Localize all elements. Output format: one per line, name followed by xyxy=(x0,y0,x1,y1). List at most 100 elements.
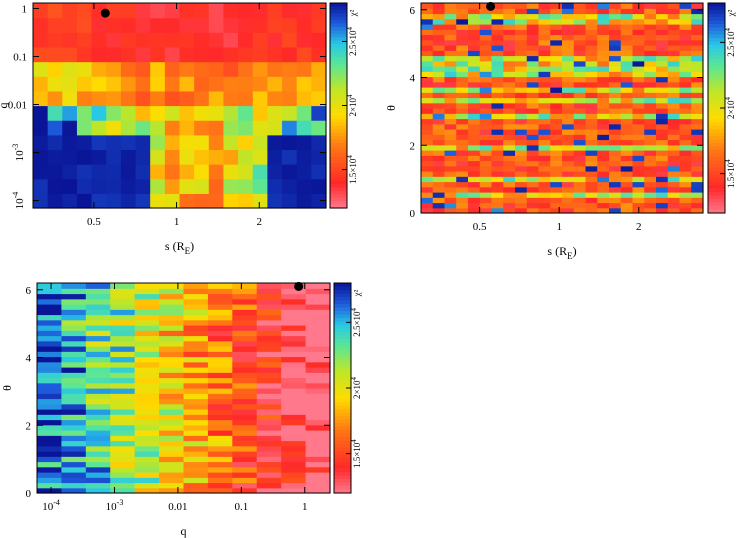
heatmap-cell xyxy=(456,207,469,214)
heatmap-cell xyxy=(207,304,233,310)
heatmap-cell xyxy=(632,81,645,88)
colorbar-segment xyxy=(708,181,725,186)
heatmap-cell xyxy=(37,288,63,295)
heatmap-cell xyxy=(550,102,563,109)
heatmap-cell xyxy=(37,372,63,379)
heatmap-cell xyxy=(207,456,233,463)
heatmap-cell xyxy=(33,46,49,63)
heatmap-cell xyxy=(432,50,446,57)
heatmap-cell xyxy=(282,164,298,180)
heatmap-cell xyxy=(656,202,669,209)
heatmap-cell xyxy=(305,477,331,484)
heatmap-cell xyxy=(62,3,78,19)
heatmap-cell xyxy=(305,456,331,463)
colorbar-segment xyxy=(330,50,347,55)
colorbar-segment xyxy=(330,88,347,93)
heatmap-cell xyxy=(252,105,268,121)
heatmap-cell xyxy=(691,186,704,193)
y-tick-label: 2 xyxy=(26,420,32,432)
colorbar-segment xyxy=(334,444,351,449)
heatmap-cell xyxy=(311,46,327,63)
heatmap-cell xyxy=(110,298,136,305)
heatmap-cell xyxy=(432,60,446,67)
heatmap-cell xyxy=(194,46,210,63)
heatmap-cell xyxy=(468,197,481,204)
heatmap-cell xyxy=(311,149,327,165)
heatmap-cell xyxy=(644,3,657,9)
heatmap-cell xyxy=(620,81,634,88)
heatmap-cell xyxy=(159,403,185,410)
heatmap-cell xyxy=(644,29,657,36)
heatmap-cell xyxy=(281,288,307,295)
heatmap-cell xyxy=(632,55,645,62)
x-tick-label: 2 xyxy=(257,216,263,228)
heatmap-cell xyxy=(479,113,493,120)
heatmap-cell xyxy=(609,113,622,120)
heatmap-cell xyxy=(134,325,160,331)
heatmap-cell xyxy=(134,398,160,405)
x-tick-label: 1 xyxy=(556,221,562,233)
heatmap-cell xyxy=(281,382,307,389)
heatmap-cell xyxy=(620,160,634,167)
heatmap-cell xyxy=(421,66,434,72)
heatmap-cell xyxy=(620,76,634,83)
heatmap-cell xyxy=(421,176,434,183)
heatmap-cell xyxy=(267,3,283,19)
heatmap-cell xyxy=(562,171,575,177)
heatmap-cell xyxy=(179,193,195,209)
heatmap-cell xyxy=(656,45,669,51)
colorbar-segment xyxy=(334,405,351,410)
heatmap-cell xyxy=(632,181,645,188)
heatmap-cell xyxy=(37,346,63,352)
heatmap-cell xyxy=(281,309,307,316)
heatmap-cell xyxy=(503,29,516,36)
heatmap-cell xyxy=(432,186,446,193)
x-tick-label: 0.1 xyxy=(234,501,248,513)
colorbar-title: χ² xyxy=(348,9,358,17)
heatmap-cell xyxy=(444,45,457,51)
heatmap-cell xyxy=(550,76,563,83)
heatmap-cell xyxy=(33,149,49,165)
heatmap-cell xyxy=(281,414,307,421)
heatmap-cell xyxy=(305,356,331,363)
heatmap-cell xyxy=(444,66,457,72)
heatmap-cell xyxy=(85,293,111,300)
heatmap-cell xyxy=(305,461,331,468)
heatmap-cell xyxy=(620,113,634,120)
heatmap-cell xyxy=(183,325,209,331)
heatmap-cell xyxy=(667,202,681,209)
heatmap-cell xyxy=(585,197,598,204)
heatmap-cell xyxy=(106,46,122,63)
heatmap-cell xyxy=(256,403,282,410)
heatmap-cell xyxy=(106,90,122,107)
heatmap-cell xyxy=(644,113,657,120)
heatmap-cell xyxy=(223,46,239,63)
heatmap-cell xyxy=(134,393,160,400)
heatmap-cell xyxy=(456,29,469,36)
heatmap-cell xyxy=(609,45,622,51)
heatmap-cell xyxy=(679,8,692,15)
heatmap-cell xyxy=(159,367,185,373)
heatmap-cell xyxy=(194,32,210,48)
heatmap-cell xyxy=(562,92,575,99)
heatmap-cell xyxy=(256,367,282,373)
heatmap-cell xyxy=(597,71,610,78)
heatmap-cell xyxy=(311,164,327,180)
heatmap-cell xyxy=(164,178,181,194)
heatmap-cell xyxy=(282,3,298,19)
colorbar-segment xyxy=(330,190,347,195)
heatmap-cell xyxy=(667,160,681,167)
heatmap-cell xyxy=(468,134,481,141)
heatmap-cell xyxy=(223,90,239,107)
heatmap-cell xyxy=(679,97,692,104)
heatmap-cell xyxy=(110,314,136,321)
heatmap-cell xyxy=(479,171,493,177)
heatmap-cell xyxy=(491,66,504,72)
heatmap-cell xyxy=(252,164,268,180)
heatmap-cell xyxy=(432,165,446,172)
heatmap-cell xyxy=(85,325,111,331)
heatmap-cell xyxy=(134,440,160,447)
heatmap-cell xyxy=(207,382,233,389)
colorbar-segment xyxy=(334,416,351,421)
colorbar-segment xyxy=(330,64,347,69)
